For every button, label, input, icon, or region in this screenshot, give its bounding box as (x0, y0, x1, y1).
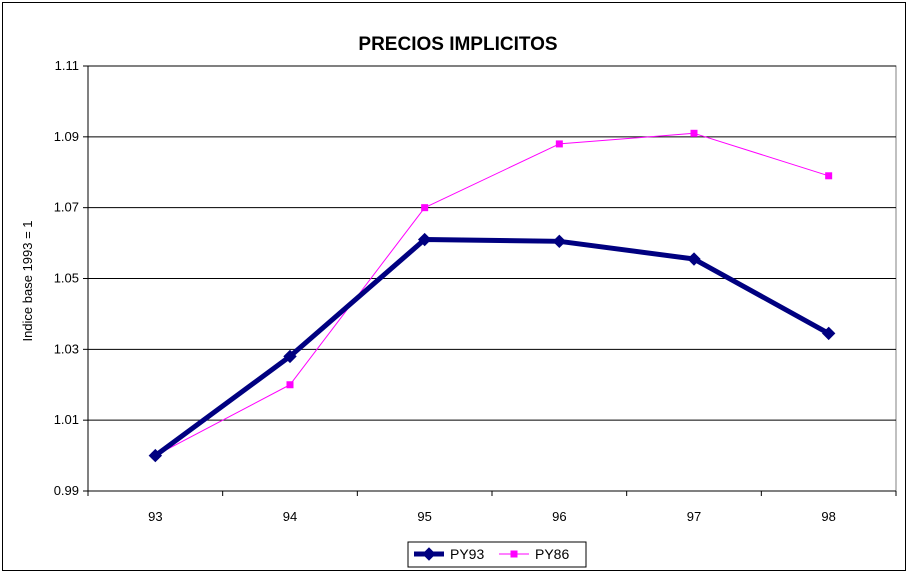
series-py93 (148, 232, 836, 463)
y-tick-label: 1.07 (54, 200, 79, 215)
x-tick-label: 93 (148, 509, 162, 524)
data-point-py93 (552, 234, 567, 249)
data-point-py93 (283, 349, 297, 364)
y-tick-label: 1.05 (54, 271, 79, 286)
data-point-py93 (821, 326, 836, 341)
x-tick-labels: 93 94 95 96 97 98 (148, 509, 836, 524)
legend-label: PY86 (535, 546, 569, 562)
x-tick-label: 98 (821, 509, 835, 524)
x-tick-label: 95 (417, 509, 431, 524)
data-point-py93 (148, 448, 163, 463)
data-point-py86 (825, 172, 833, 180)
chart-title: PRECIOS IMPLICITOS (358, 34, 557, 55)
chart-svg: PRECIOS IMPLICITOS Indice base 1993 = 1 … (20, 34, 897, 568)
legend-marker (510, 550, 518, 558)
y-axis-label: Indice base 1993 = 1 (20, 220, 35, 341)
y-tick-label: 1.01 (54, 412, 79, 427)
x-tick-label: 97 (687, 509, 701, 524)
axes (83, 65, 897, 496)
legend-item-py93: PY93 (414, 546, 484, 562)
y-tick-label: 0.99 (54, 483, 79, 498)
data-point-py86 (555, 140, 563, 148)
data-point-py86 (690, 129, 698, 137)
legend-marker (422, 547, 436, 561)
data-point-py86 (286, 381, 294, 389)
x-tick-label: 96 (552, 509, 566, 524)
data-point-py93 (417, 232, 432, 247)
legend: PY93 PY86 (407, 541, 587, 568)
y-tick-labels: 0.99 1.01 1.03 1.05 1.07 1.09 1.11 (54, 58, 79, 498)
series (148, 129, 836, 463)
y-tick-label: 1.11 (55, 58, 79, 73)
x-tick-label: 94 (283, 509, 297, 524)
data-point-py93 (687, 252, 701, 266)
series-line-py86 (155, 132, 829, 457)
chart-frame: PRECIOS IMPLICITOS Indice base 1993 = 1 … (2, 2, 906, 571)
y-tick-label: 1.09 (54, 129, 79, 144)
y-tick-label: 1.03 (54, 341, 79, 356)
legend-label: PY93 (450, 546, 484, 562)
series-line-py93 (153, 237, 830, 458)
legend-item-py86: PY86 (499, 546, 569, 562)
data-point-py86 (421, 204, 429, 212)
